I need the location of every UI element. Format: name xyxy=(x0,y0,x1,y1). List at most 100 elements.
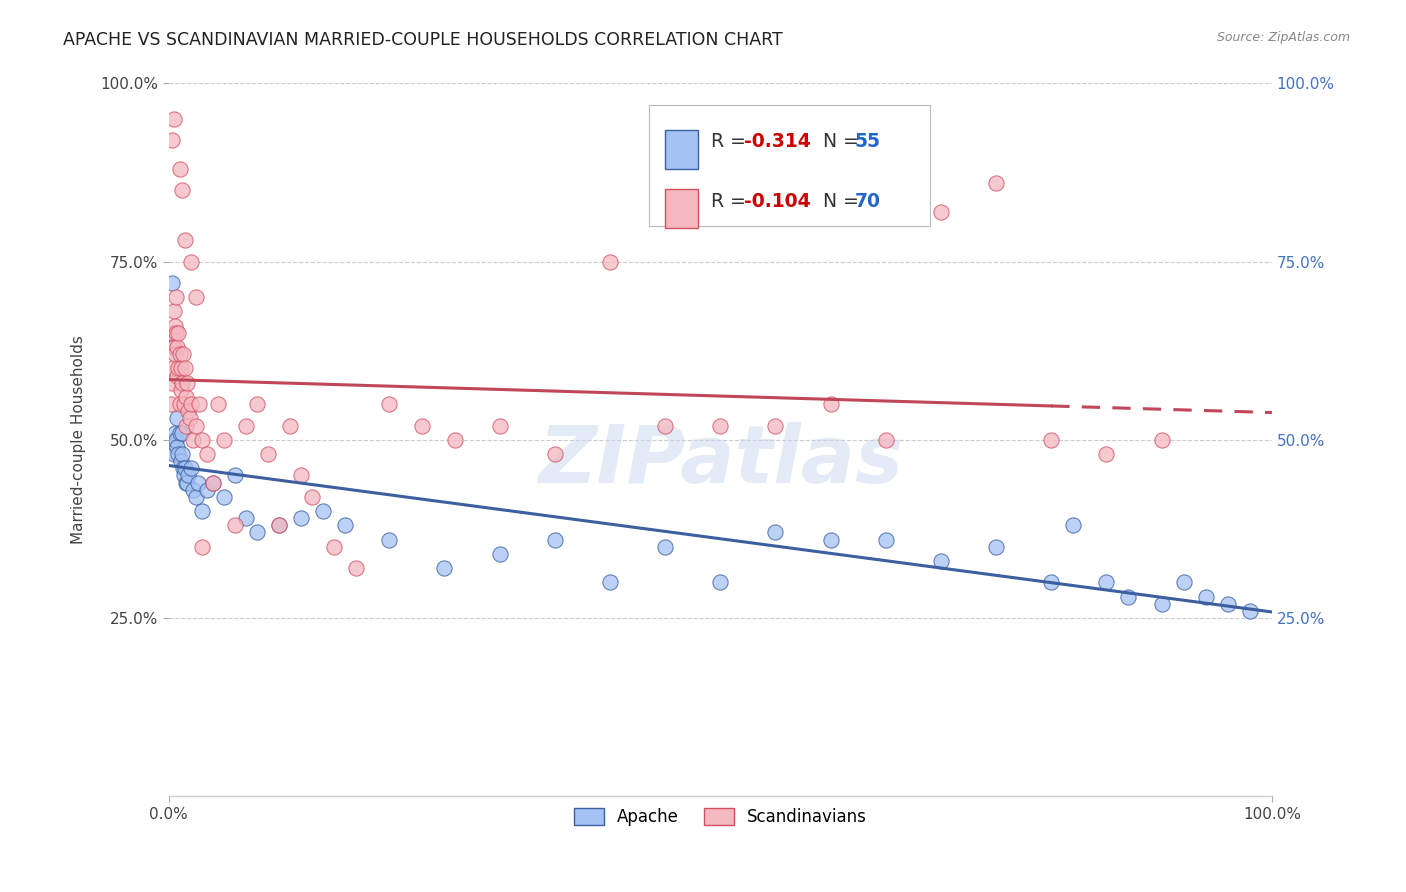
Point xyxy=(166,340,188,354)
Point xyxy=(654,540,676,554)
Point xyxy=(709,575,731,590)
Point xyxy=(181,433,204,447)
FancyBboxPatch shape xyxy=(665,189,699,228)
Point xyxy=(187,475,209,490)
Point xyxy=(181,483,204,497)
Point xyxy=(201,475,224,490)
Point xyxy=(176,475,198,490)
Point xyxy=(212,433,235,447)
Text: N =: N = xyxy=(806,192,865,211)
Point xyxy=(163,340,186,354)
Point xyxy=(177,404,200,418)
Point xyxy=(1150,597,1173,611)
Point xyxy=(267,518,290,533)
Point xyxy=(190,540,212,554)
Point xyxy=(1095,447,1118,461)
Point xyxy=(166,440,188,454)
Text: Source: ZipAtlas.com: Source: ZipAtlas.com xyxy=(1216,31,1350,45)
Point xyxy=(163,304,186,318)
Point xyxy=(246,525,269,540)
Point xyxy=(162,361,184,376)
Point xyxy=(1173,575,1195,590)
Point xyxy=(184,290,207,304)
Point xyxy=(180,254,202,268)
Point xyxy=(170,447,193,461)
Point xyxy=(163,433,186,447)
Point xyxy=(165,433,187,447)
Point xyxy=(1095,575,1118,590)
Point xyxy=(169,425,191,440)
Point xyxy=(163,447,186,461)
Text: R =: R = xyxy=(711,192,752,211)
Point xyxy=(165,425,187,440)
Point xyxy=(174,461,197,475)
Point xyxy=(875,433,897,447)
Point xyxy=(257,447,280,461)
Point xyxy=(190,433,212,447)
Point xyxy=(170,383,193,397)
Point xyxy=(165,290,187,304)
Text: APACHE VS SCANDINAVIAN MARRIED-COUPLE HOUSEHOLDS CORRELATION CHART: APACHE VS SCANDINAVIAN MARRIED-COUPLE HO… xyxy=(63,31,783,49)
Y-axis label: Married-couple Households: Married-couple Households xyxy=(72,335,86,544)
Point xyxy=(820,533,842,547)
Point xyxy=(174,233,197,247)
Point xyxy=(163,112,186,126)
Point xyxy=(820,397,842,411)
Point xyxy=(165,326,187,340)
Point xyxy=(201,475,224,490)
Point xyxy=(984,176,1007,190)
Point xyxy=(1118,590,1140,604)
Point xyxy=(224,518,246,533)
Point xyxy=(180,461,202,475)
Point xyxy=(174,361,197,376)
Point xyxy=(173,468,195,483)
Point xyxy=(169,347,191,361)
Point xyxy=(170,454,193,468)
Point xyxy=(170,376,193,390)
Point xyxy=(174,390,197,404)
Legend: Apache, Scandinavians: Apache, Scandinavians xyxy=(565,799,876,834)
Point xyxy=(1195,590,1218,604)
Point xyxy=(162,326,184,340)
Point xyxy=(290,468,312,483)
Point xyxy=(172,461,194,475)
Point xyxy=(172,347,194,361)
Point xyxy=(235,511,257,525)
Point xyxy=(235,418,257,433)
Point xyxy=(162,340,184,354)
Point xyxy=(246,397,269,411)
Point xyxy=(1216,597,1239,611)
Point xyxy=(179,411,201,425)
Point xyxy=(763,418,786,433)
Point xyxy=(212,490,235,504)
Point xyxy=(165,318,187,333)
Point xyxy=(170,361,193,376)
Point xyxy=(433,561,456,575)
Text: ZIPatlas: ZIPatlas xyxy=(537,422,903,500)
Point xyxy=(190,504,212,518)
Point xyxy=(875,533,897,547)
Point xyxy=(929,204,952,219)
Point xyxy=(167,326,190,340)
Point xyxy=(166,368,188,383)
Point xyxy=(160,133,183,147)
Point xyxy=(166,411,188,425)
Point xyxy=(174,475,197,490)
Point xyxy=(180,397,202,411)
Text: 55: 55 xyxy=(855,132,880,151)
Text: -0.104: -0.104 xyxy=(745,192,811,211)
Point xyxy=(195,447,218,461)
Point xyxy=(224,468,246,483)
Point xyxy=(165,347,187,361)
Point xyxy=(488,418,510,433)
Point xyxy=(177,468,200,483)
Point xyxy=(167,361,190,376)
Point xyxy=(290,511,312,525)
Point xyxy=(170,183,193,197)
Text: -0.314: -0.314 xyxy=(745,132,811,151)
Point xyxy=(323,540,346,554)
Point xyxy=(344,561,367,575)
Point xyxy=(1040,575,1063,590)
Text: R =: R = xyxy=(711,132,752,151)
Point xyxy=(169,161,191,176)
